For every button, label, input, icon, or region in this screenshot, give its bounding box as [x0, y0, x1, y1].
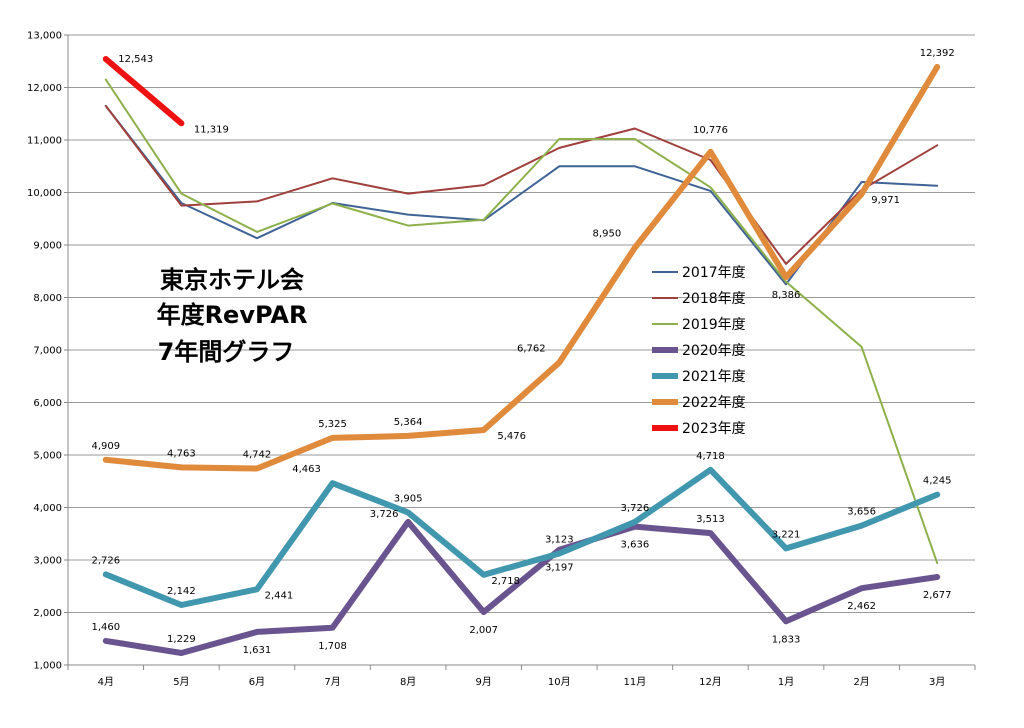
x-tick-label: 10月: [548, 676, 571, 688]
series-line-2023年度: [102, 56, 185, 127]
x-tick-label: 7月: [324, 676, 340, 688]
data-label: 12,392: [920, 48, 955, 59]
data-label: 1,833: [772, 634, 801, 645]
data-label: 11,319: [194, 124, 229, 135]
y-tick-label: 7,000: [33, 346, 62, 357]
data-label: 8,950: [593, 229, 622, 240]
legend-label: 2018年度: [682, 291, 746, 307]
y-tick-label: 3,000: [33, 556, 62, 567]
data-label: 3,513: [696, 514, 725, 525]
y-tick-label: 10,000: [27, 188, 62, 199]
data-label: 3,656: [847, 507, 876, 518]
title-line-1: 東京ホテル会: [160, 266, 304, 294]
x-tick-label: 4月: [98, 676, 114, 688]
y-tick-label: 5,000: [33, 451, 62, 462]
data-label: 4,742: [243, 450, 272, 461]
y-tick-label: 8,000: [33, 293, 62, 304]
y-tick-label: 1,000: [33, 661, 62, 672]
y-tick-label: 13,000: [27, 31, 62, 42]
legend-label: 2021年度: [682, 369, 746, 385]
series-line-2022年度: [102, 63, 941, 472]
data-label: 3,197: [545, 563, 574, 574]
axis-layer: 1,000 2,000 3,000 4,000 5,000 6,000 7,000 8,000…: [27, 31, 976, 688]
data-label: 1,631: [243, 645, 272, 656]
y-tick-label: 12,000: [27, 83, 62, 94]
data-label: 4,245: [923, 476, 952, 487]
series-line-2019年度: [104, 78, 939, 565]
data-label: 2,462: [847, 601, 876, 612]
x-tick-label: 5月: [173, 676, 189, 688]
y-tick-label: 2,000: [33, 608, 62, 619]
data-label: 8,386: [772, 290, 801, 301]
data-label: 6,762: [517, 343, 546, 354]
data-label: 2,718: [491, 576, 520, 587]
data-label: 4,909: [91, 441, 120, 452]
y-tick-label: 11,000: [27, 136, 62, 147]
data-label: 3,123: [545, 535, 574, 546]
data-label: 2,726: [91, 555, 120, 566]
data-label: 5,476: [497, 431, 526, 442]
title-line-2: 年度RevPAR: [157, 301, 308, 329]
data-label: 3,636: [621, 540, 650, 551]
data-label: 3,726: [370, 509, 399, 520]
x-tick-label: 1月: [778, 676, 794, 688]
data-label-layer: 1,460 1,229 1,631 1,708 3,726 2,007 3,197 3,636…: [91, 48, 954, 656]
series-line-2018年度: [104, 104, 939, 265]
x-tick-label: 8月: [400, 676, 416, 688]
data-label: 3,905: [394, 493, 423, 504]
data-label: 12,543: [118, 54, 153, 65]
legend-label: 2020年度: [682, 343, 746, 359]
series-line-2020年度: [102, 518, 941, 656]
data-label: 2,007: [469, 625, 498, 636]
data-label: 4,763: [167, 448, 196, 459]
data-label: 4,718: [696, 451, 725, 462]
data-label: 3,221: [772, 529, 801, 540]
x-tick-label: 2月: [853, 676, 869, 688]
data-label: 9,971: [871, 195, 900, 206]
x-tick-label: 11月: [624, 676, 647, 688]
x-tick-label: 12月: [699, 676, 722, 688]
data-label: 5,364: [394, 417, 423, 428]
y-tick-label: 9,000: [33, 241, 62, 252]
data-label: 2,441: [265, 590, 294, 601]
legend-label: 2019年度: [682, 317, 746, 333]
series-layer: [102, 56, 941, 656]
data-label: 10,776: [693, 125, 728, 136]
x-tick-label: 6月: [249, 676, 265, 688]
y-tick-label: 4,000: [33, 503, 62, 514]
title-line-3: 7年間グラフ: [158, 338, 295, 366]
chart-title: 東京ホテル会 年度RevPAR 7年間グラフ: [157, 266, 308, 366]
legend-label: 2017年度: [682, 265, 746, 281]
y-tick-label: 6,000: [33, 398, 62, 409]
series-line-2021年度: [102, 466, 941, 608]
data-label: 1,708: [318, 641, 347, 652]
data-label: 4,463: [292, 464, 321, 475]
data-label: 5,325: [318, 419, 347, 430]
legend-label: 2023年度: [682, 421, 746, 437]
grid-layer: [68, 34, 975, 666]
data-label: 3,726: [621, 503, 650, 514]
data-label: 1,229: [167, 634, 196, 645]
data-label: 1,460: [91, 622, 120, 633]
data-label: 2,677: [923, 590, 952, 601]
x-tick-label: 3月: [929, 676, 945, 688]
x-tick-label: 9月: [476, 676, 492, 688]
legend-label: 2022年度: [682, 395, 746, 411]
legend: 2017年度 2018年度 2019年度 2020年度 2021年度 2022年度 2023…: [652, 265, 746, 437]
data-label: 2,142: [167, 586, 196, 597]
